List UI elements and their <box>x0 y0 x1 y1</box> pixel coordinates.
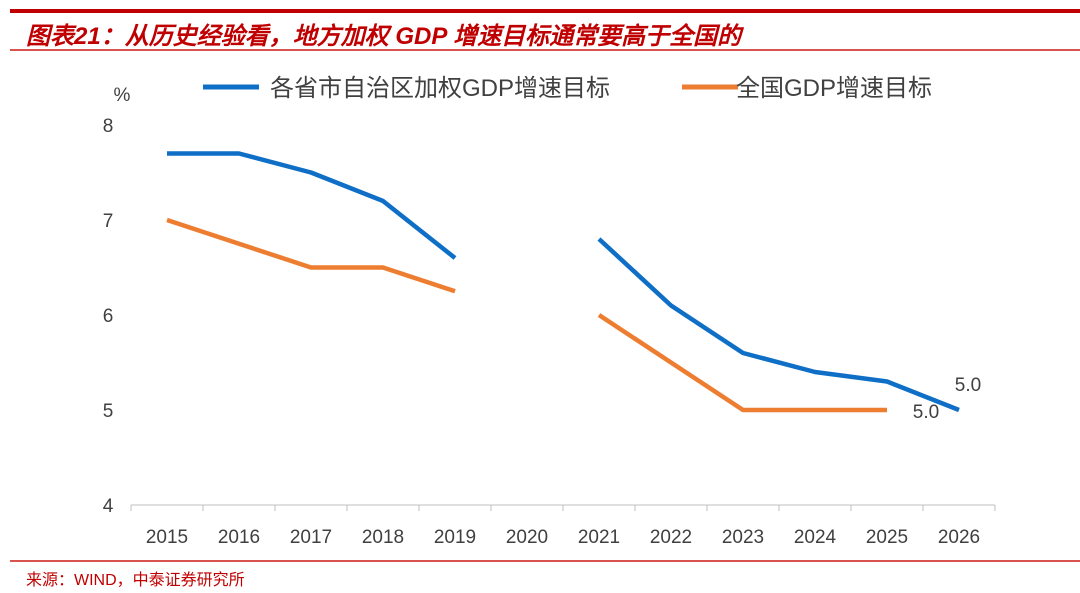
y-axis-unit: % <box>114 85 131 106</box>
x-tick-label: 2021 <box>578 527 620 548</box>
top-rule <box>10 9 1080 13</box>
legend-label: 各省市自治区加权GDP增速目标 <box>270 75 610 102</box>
footer-rule <box>10 560 1080 562</box>
data-label: 5.0 <box>913 402 939 423</box>
y-tick-label: 5 <box>103 401 114 422</box>
y-tick-label: 4 <box>103 496 114 517</box>
series-line-2 <box>597 313 887 413</box>
x-tick-label: 2015 <box>146 527 188 548</box>
source-note: 来源：WIND，中泰证券研究所 <box>26 572 245 589</box>
x-tick-label: 2019 <box>434 527 476 548</box>
x-tick-label: 2020 <box>506 527 548 548</box>
x-tick-label: 2016 <box>218 527 260 548</box>
x-tick-label: 2023 <box>722 527 764 548</box>
x-tick-label: 2017 <box>290 527 332 548</box>
legend-label: 全国GDP增速目标 <box>736 75 932 102</box>
x-tick-label: 2018 <box>362 527 404 548</box>
x-tick-label: 2024 <box>794 527 837 548</box>
title-rule <box>10 49 1080 51</box>
figure-title: 图表21：从历史经验看，地方加权 GDP 增速目标通常要高于全国的 <box>26 23 742 50</box>
series-line-1 <box>167 151 457 260</box>
series-line-1 <box>597 237 960 413</box>
y-tick-label: 7 <box>103 211 114 232</box>
x-tick-label: 2022 <box>650 527 692 548</box>
data-label: 5.0 <box>955 375 981 396</box>
y-tick-label: 8 <box>103 116 114 137</box>
series-line-2 <box>166 217 456 294</box>
x-tick-label: 2025 <box>866 527 908 548</box>
x-tick-label: 2026 <box>938 527 980 548</box>
y-tick-label: 6 <box>103 306 114 327</box>
